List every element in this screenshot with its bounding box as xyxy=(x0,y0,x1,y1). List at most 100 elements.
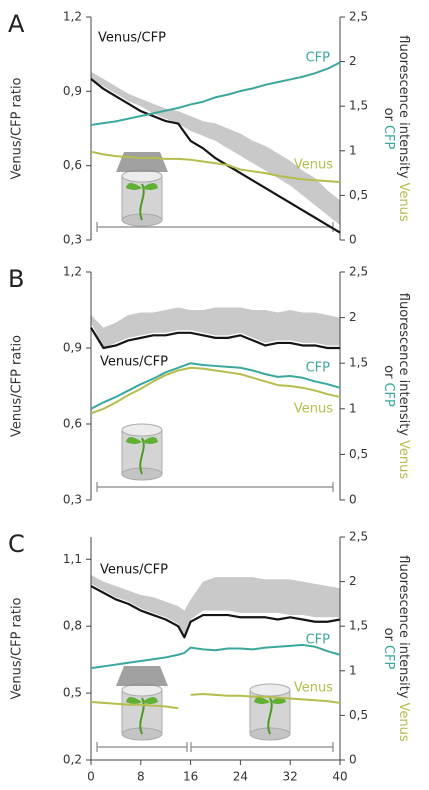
time-bracket xyxy=(96,482,334,492)
panel-letter: B xyxy=(8,265,24,293)
y-tick-label: 1,2 xyxy=(63,265,82,279)
x-tick-label: 8 xyxy=(137,770,145,784)
y2-tick-label: 0,5 xyxy=(349,188,368,202)
x-tick-label: 16 xyxy=(183,770,198,784)
y2-tick-label: 2 xyxy=(349,310,357,324)
plant-stem xyxy=(139,437,145,475)
series-line xyxy=(90,61,341,126)
y-axis-title: Venus/CFP ratio xyxy=(10,77,25,179)
y-tick-label: 0,9 xyxy=(63,341,82,355)
container-lid xyxy=(116,152,168,172)
plant-leaf xyxy=(126,183,142,190)
x-tick-label: 24 xyxy=(233,770,248,784)
y-tick-label: 0,8 xyxy=(63,619,82,633)
container-top xyxy=(121,423,163,437)
y2-axis-title-or: or xyxy=(382,628,397,642)
series-label: CFP xyxy=(306,361,331,376)
plant-container-icon xyxy=(249,683,291,741)
y2-axis-title: or CFP xyxy=(382,108,397,150)
y2-axis-title-cfp: CFP xyxy=(382,645,397,670)
y2-axis-title-or: or xyxy=(382,108,397,122)
panel-letter: A xyxy=(8,10,25,38)
y2-tick-label: 1,5 xyxy=(349,99,368,113)
plant-container-icon xyxy=(116,666,168,741)
plant-leaf xyxy=(254,697,270,704)
plant-leaf xyxy=(126,697,142,704)
y2-axis-title-text: fluorescence intensity xyxy=(397,35,412,179)
y-tick-label: 0,6 xyxy=(63,158,82,172)
y2-tick-label: 2 xyxy=(349,574,357,588)
series-line xyxy=(90,643,341,670)
y-tick-label: 0,6 xyxy=(63,417,82,431)
y-tick-label: 0,2 xyxy=(63,753,82,767)
time-bracket xyxy=(96,222,334,232)
series-label: Venus xyxy=(294,402,333,417)
y2-axis-title-venus: Venus xyxy=(397,703,412,742)
y-tick-label: 0,5 xyxy=(63,686,82,700)
y2-tick-label: 1,5 xyxy=(349,356,368,370)
y2-axis-title: fluorescence intensity Venus xyxy=(397,293,412,480)
y2-tick-label: 0 xyxy=(349,753,357,767)
container-top xyxy=(249,683,291,697)
y2-axis-title-text: fluorescence intensity xyxy=(397,293,412,437)
series-line xyxy=(90,692,341,710)
y2-tick-label: 1 xyxy=(349,663,357,677)
y2-tick-label: 2,5 xyxy=(349,265,368,279)
y2-tick-label: 1 xyxy=(349,143,357,157)
y2-axis-title-cfp: CFP xyxy=(382,382,397,407)
plant-stem xyxy=(267,697,273,735)
series-label: CFP xyxy=(306,51,331,66)
y-tick-label: 0,3 xyxy=(63,233,82,247)
y2-axis-title-cfp: CFP xyxy=(382,125,397,150)
plant-stem xyxy=(139,183,145,221)
series-line xyxy=(90,585,341,639)
y2-tick-label: 2,5 xyxy=(349,10,368,24)
y2-tick-label: 0,5 xyxy=(349,708,368,722)
time-bracket xyxy=(96,742,188,752)
time-bracket xyxy=(190,742,334,752)
y2-tick-label: 0 xyxy=(349,233,357,247)
y2-axis-title-venus: Venus xyxy=(397,183,412,222)
y2-axis-title-venus: Venus xyxy=(397,440,412,479)
y-tick-label: 0,9 xyxy=(63,84,82,98)
plant-container-icon xyxy=(116,152,168,227)
x-tick-label: 40 xyxy=(332,770,347,784)
series-line xyxy=(90,366,341,415)
plant-leaf xyxy=(142,183,158,190)
plant-leaf xyxy=(126,437,142,444)
y-axis-title: Venus/CFP ratio xyxy=(10,597,25,699)
y2-axis-title-or: or xyxy=(382,365,397,379)
y2-tick-label: 2,5 xyxy=(349,530,368,544)
range-band xyxy=(91,574,340,636)
plant-leaf xyxy=(142,697,158,704)
series-line xyxy=(90,327,340,350)
y2-axis-title-text: fluorescence intensity xyxy=(397,555,412,699)
y2-tick-label: 0 xyxy=(349,493,357,507)
y-tick-label: 0,3 xyxy=(63,493,82,507)
series-line xyxy=(90,150,341,184)
range-band xyxy=(91,71,340,226)
y2-tick-label: 2 xyxy=(349,54,357,68)
x-tick-label: 0 xyxy=(87,770,95,784)
series-label: Venus/CFP xyxy=(98,31,166,46)
y2-axis-title: or CFP xyxy=(382,628,397,670)
y-tick-label: 1,1 xyxy=(63,552,82,566)
range-band xyxy=(91,307,340,348)
y2-axis-title: fluorescence intensity Venus xyxy=(397,555,412,742)
series-label: Venus xyxy=(294,158,333,173)
y2-tick-label: 1 xyxy=(349,401,357,415)
x-tick-label: 32 xyxy=(283,770,298,784)
series-label: CFP xyxy=(306,633,331,648)
y2-tick-label: 0,5 xyxy=(349,447,368,461)
plant-container-icon xyxy=(121,423,163,481)
y2-axis-title: or CFP xyxy=(382,365,397,407)
series-label: Venus/CFP xyxy=(100,355,168,370)
y-axis-title: Venus/CFP ratio xyxy=(10,335,25,437)
y2-tick-label: 1,5 xyxy=(349,619,368,633)
series-line xyxy=(90,78,341,234)
series-line xyxy=(90,362,341,410)
y-tick-label: 1,2 xyxy=(63,10,82,24)
plant-stem xyxy=(139,697,145,735)
y2-axis-title: fluorescence intensity Venus xyxy=(397,35,412,222)
